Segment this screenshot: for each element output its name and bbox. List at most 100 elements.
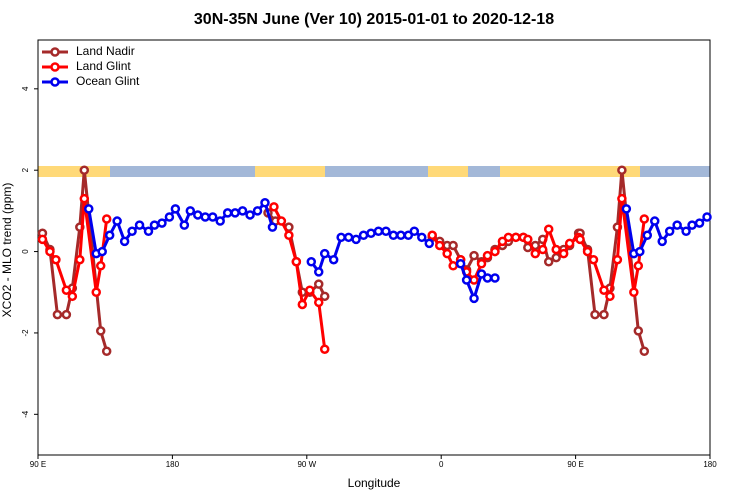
data-point [503,232,514,243]
data-point [543,224,554,234]
data-point [672,220,682,230]
data-point [633,326,644,336]
land-band [500,166,640,177]
data-point [291,256,302,267]
data-point [476,269,487,279]
legend-marker [50,62,60,72]
data-point [207,212,218,222]
data-point [657,236,667,247]
data-point [417,232,427,243]
data-point [91,287,101,298]
data-point [530,248,541,259]
data-point [388,230,399,241]
data-point [551,244,561,255]
land-band [428,166,468,177]
data-point [185,206,196,216]
data-point [588,254,599,265]
data-point [358,230,369,241]
data-point [469,293,479,304]
data-point [343,232,354,243]
y-axis-label: XCO2 - MLO trend (ppm) [0,183,14,318]
data-point [75,254,85,265]
data-point [681,226,691,236]
data-point [297,299,308,310]
data-point [313,297,324,308]
x-tick-label: 90 E [30,460,46,469]
data-point [664,226,675,236]
data-point [537,244,548,255]
data-point [523,234,533,245]
data-point [396,230,406,241]
data-point [551,252,561,263]
data-point [642,230,653,241]
data-point [52,309,63,320]
data-point [112,216,122,226]
legend-label: Land Glint [76,59,131,73]
data-point [61,309,72,320]
data-point [267,222,278,232]
x-tick-label: 0 [439,460,444,469]
data-point [605,291,615,302]
data-point [543,256,554,267]
data-point [442,248,452,259]
data-point [448,240,458,251]
data-point [305,285,315,295]
y-tick-label: 0 [21,249,30,254]
legend-label: Land Nadir [76,44,135,58]
data-point [319,344,330,354]
data-point [319,248,330,259]
data-point [179,220,190,230]
series-line [41,198,109,300]
data-point [476,259,487,269]
data-point [366,228,376,239]
data-point [119,236,130,247]
data-point [284,230,294,241]
data-point [687,220,697,230]
data-point [639,346,650,356]
data-point [319,291,330,302]
data-point [617,165,627,175]
chart-title: 30N-35N June (Ver 10) 2015-01-01 to 2020… [194,11,554,28]
data-point [276,216,287,226]
data-point [469,275,479,285]
data-point [490,246,500,257]
data-point [448,261,458,271]
data-point [37,234,48,245]
data-point [694,218,705,228]
legend-marker [50,77,60,87]
data-point [222,208,233,218]
data-point [511,232,521,243]
data-point [635,246,645,257]
data-point [215,216,225,226]
data-point [612,254,623,265]
data-point [97,246,107,257]
data-point [157,218,167,228]
data-point [482,273,493,283]
data-point [373,226,384,236]
data-point [200,212,211,222]
data-point [469,250,479,261]
data-point [381,226,391,236]
x-tick-label: 90 W [297,460,316,469]
data-point [590,309,600,320]
data-point [45,246,55,257]
data-point [497,236,508,247]
data-point [164,212,175,222]
data-point [104,230,115,241]
data-point [599,285,609,295]
y-tick-label: 2 [21,167,30,172]
legend-label: Ocean Glint [76,74,140,88]
series-line [272,206,327,350]
data-point [313,267,324,277]
ocean-band [38,166,710,177]
data-point [79,193,90,204]
data-point [252,206,263,216]
data-point [245,210,255,220]
data-point [237,206,248,216]
data-point [101,214,112,224]
data-point [260,197,270,208]
data-point [313,279,324,289]
data-point [633,261,644,271]
y-tick-label: -2 [21,329,30,337]
